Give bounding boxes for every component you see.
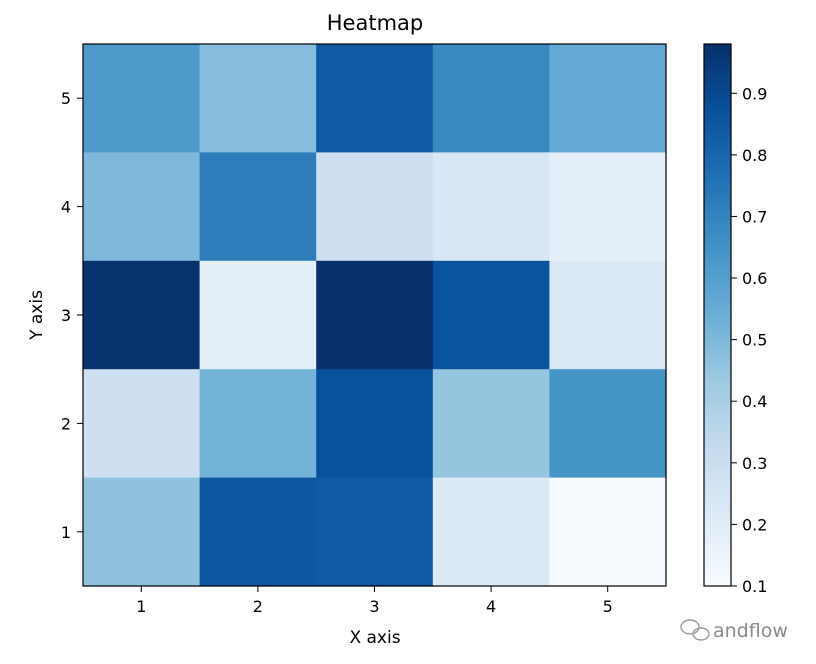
heatmap-cell xyxy=(549,44,667,153)
heatmap-cell xyxy=(199,44,317,153)
colorbar-tick-label: 0.9 xyxy=(742,84,767,103)
heatmap-cell xyxy=(432,152,550,262)
heatmap-cell xyxy=(549,369,667,479)
y-axis-label: Y axis xyxy=(27,290,47,341)
heatmap-cell xyxy=(199,260,317,370)
wechat-icon xyxy=(680,619,710,641)
colorbar-tick-label: 0.6 xyxy=(742,269,767,288)
colorbar-tick-label: 0.3 xyxy=(742,454,767,473)
x-axis-ticks: 1 2 3 4 5 xyxy=(136,586,613,616)
colorbar-tick-label: 0.5 xyxy=(742,331,767,350)
heatmap-cell xyxy=(316,369,434,479)
chart-title: Heatmap xyxy=(327,11,423,35)
heatmap-cell xyxy=(432,260,550,370)
heatmap-cell xyxy=(432,44,550,153)
y-tick-label: 1 xyxy=(61,523,71,542)
heatmap-cell xyxy=(432,369,550,479)
colorbar-tick-label: 0.4 xyxy=(742,392,767,411)
x-tick-label: 4 xyxy=(486,597,496,616)
y-tick-label: 4 xyxy=(61,198,71,217)
heatmap-cell xyxy=(432,477,550,587)
heatmap-cell xyxy=(549,477,667,587)
heatmap-cell xyxy=(316,477,434,587)
y-axis-ticks: 1 2 3 4 5 xyxy=(61,89,83,542)
heatmap-cell xyxy=(83,477,201,587)
heatmap-cell xyxy=(83,152,201,262)
colorbar-tick-label: 0.7 xyxy=(742,207,767,226)
heatmap-cell xyxy=(83,260,201,370)
heatmap-cell xyxy=(316,44,434,153)
colorbar-tick-label: 0.8 xyxy=(742,146,767,165)
heatmap-cell xyxy=(83,369,201,479)
heatmap-cell xyxy=(83,44,201,153)
colorbar-tick-label: 0.2 xyxy=(742,515,767,534)
x-tick-label: 3 xyxy=(369,597,379,616)
y-tick-label: 3 xyxy=(61,306,71,325)
watermark: andflow xyxy=(680,619,788,642)
heatmap-cell xyxy=(549,152,667,262)
watermark-text: andflow xyxy=(713,620,788,642)
heatmap-cell xyxy=(316,152,434,262)
x-tick-label: 5 xyxy=(603,597,613,616)
heatmap-cell xyxy=(199,477,317,587)
y-tick-label: 5 xyxy=(61,89,71,108)
colorbar-ticks: 0.1 0.2 0.3 0.4 0.5 0.6 0.7 0.8 0.9 xyxy=(731,84,767,596)
colorbar-tick-label: 0.1 xyxy=(742,577,767,596)
heatmap-cell xyxy=(549,260,667,370)
colorbar xyxy=(703,43,732,587)
x-axis-label: X axis xyxy=(349,628,400,648)
heatmap-cell xyxy=(199,152,317,262)
heatmap-cell xyxy=(316,260,434,370)
heatmap-cells xyxy=(83,44,667,587)
y-tick-label: 2 xyxy=(61,414,71,433)
x-tick-label: 2 xyxy=(253,597,263,616)
x-tick-label: 1 xyxy=(136,597,146,616)
heatmap-cell xyxy=(199,369,317,479)
